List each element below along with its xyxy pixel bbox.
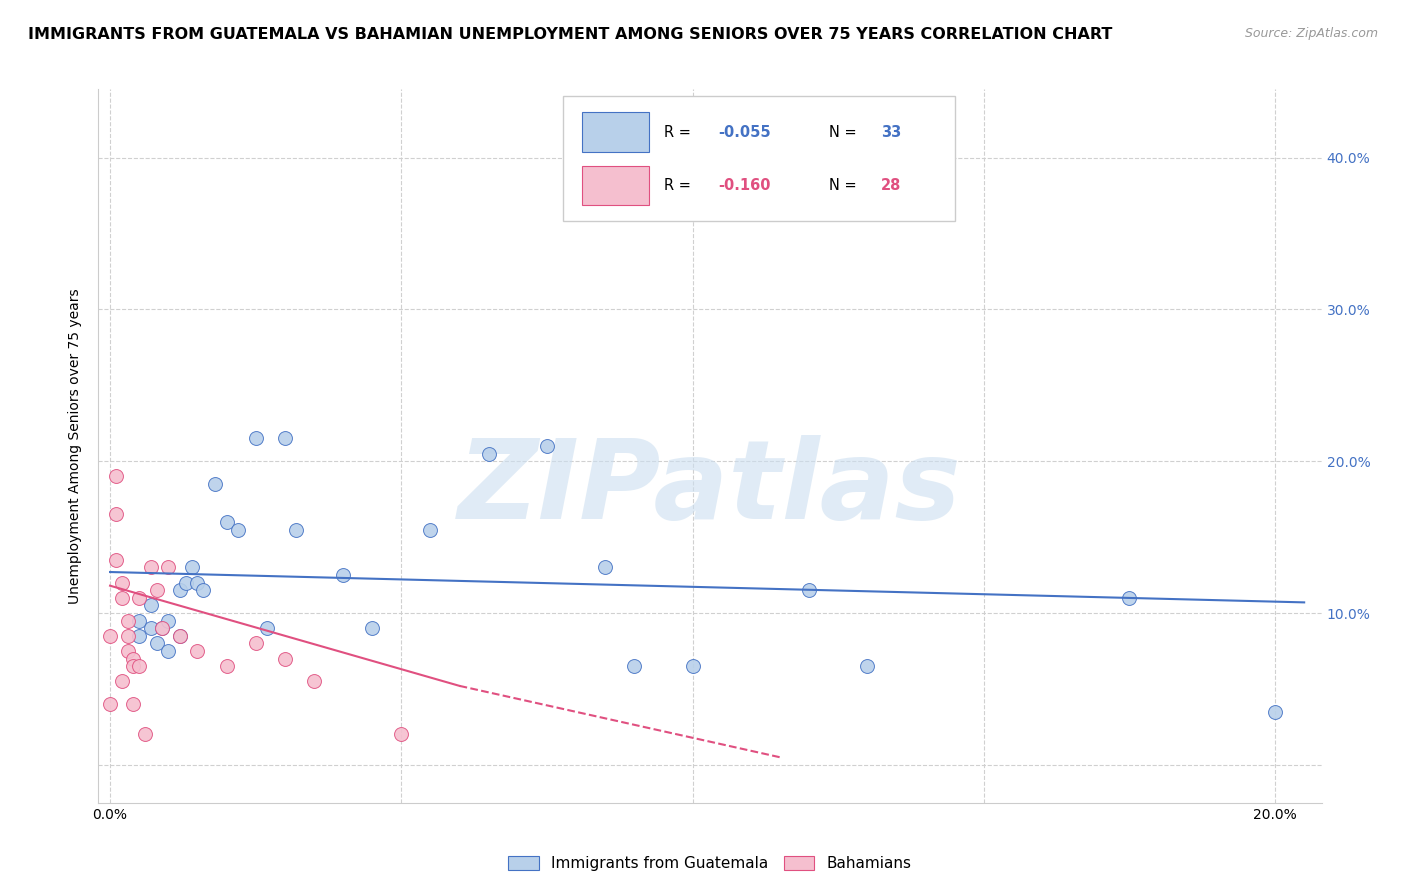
Text: R =: R =: [664, 125, 695, 139]
Point: [98, 629, 121, 643]
Point: [157, 644, 180, 658]
Point: [180, 560, 202, 574]
Point: [1118, 591, 1140, 605]
Text: IMMIGRANTS FROM GUATEMALA VS BAHAMIAN UNEMPLOYMENT AMONG SENIORS OVER 75 YEARS C: IMMIGRANTS FROM GUATEMALA VS BAHAMIAN UN…: [28, 27, 1112, 42]
Text: 28: 28: [882, 178, 901, 193]
Point: [117, 614, 139, 628]
Point: [245, 431, 267, 445]
Point: [215, 515, 238, 529]
Point: [593, 560, 616, 574]
Point: [186, 575, 208, 590]
FancyBboxPatch shape: [564, 96, 955, 221]
Y-axis label: Unemployment Among Seniors over 75 years: Unemployment Among Seniors over 75 years: [69, 288, 83, 604]
Point: [285, 523, 308, 537]
Point: [122, 651, 145, 665]
Point: [1264, 705, 1286, 719]
Point: [128, 614, 150, 628]
Point: [157, 560, 180, 574]
Point: [169, 629, 191, 643]
Point: [204, 477, 226, 491]
Point: [256, 621, 278, 635]
Text: N =: N =: [828, 178, 860, 193]
Point: [274, 651, 297, 665]
Point: [128, 659, 150, 673]
Point: [226, 523, 249, 537]
Point: [134, 727, 156, 741]
Point: [128, 591, 150, 605]
Point: [111, 674, 134, 689]
Point: [536, 439, 558, 453]
Point: [274, 431, 297, 445]
Point: [169, 583, 191, 598]
Point: [332, 568, 354, 582]
Point: [122, 659, 145, 673]
Point: [104, 553, 127, 567]
FancyBboxPatch shape: [582, 166, 650, 205]
Point: [128, 629, 150, 643]
Point: [139, 560, 162, 574]
Point: [139, 599, 162, 613]
Point: [682, 659, 704, 673]
Point: [152, 621, 174, 635]
Point: [169, 629, 191, 643]
Text: ZIPatlas: ZIPatlas: [458, 435, 962, 542]
Point: [478, 447, 501, 461]
Text: -0.055: -0.055: [718, 125, 772, 139]
Point: [193, 583, 215, 598]
Point: [361, 621, 384, 635]
Text: -0.160: -0.160: [718, 178, 770, 193]
Point: [111, 575, 134, 590]
Text: R =: R =: [664, 178, 695, 193]
Point: [117, 629, 139, 643]
Point: [117, 644, 139, 658]
Point: [139, 621, 162, 635]
Text: N =: N =: [828, 125, 860, 139]
Point: [111, 591, 134, 605]
FancyBboxPatch shape: [582, 112, 650, 152]
Point: [104, 469, 127, 483]
Text: Source: ZipAtlas.com: Source: ZipAtlas.com: [1244, 27, 1378, 40]
Point: [157, 614, 180, 628]
Point: [389, 727, 412, 741]
Point: [145, 583, 167, 598]
Point: [419, 523, 441, 537]
Point: [145, 636, 167, 650]
Point: [797, 583, 820, 598]
Point: [152, 621, 174, 635]
Legend: Immigrants from Guatemala, Bahamians: Immigrants from Guatemala, Bahamians: [502, 849, 918, 877]
Point: [302, 674, 325, 689]
Point: [245, 636, 267, 650]
Text: 33: 33: [882, 125, 901, 139]
Point: [98, 697, 121, 711]
Point: [215, 659, 238, 673]
Point: [623, 659, 645, 673]
Point: [856, 659, 879, 673]
Point: [186, 644, 208, 658]
Point: [174, 575, 197, 590]
Point: [122, 697, 145, 711]
Point: [104, 508, 127, 522]
